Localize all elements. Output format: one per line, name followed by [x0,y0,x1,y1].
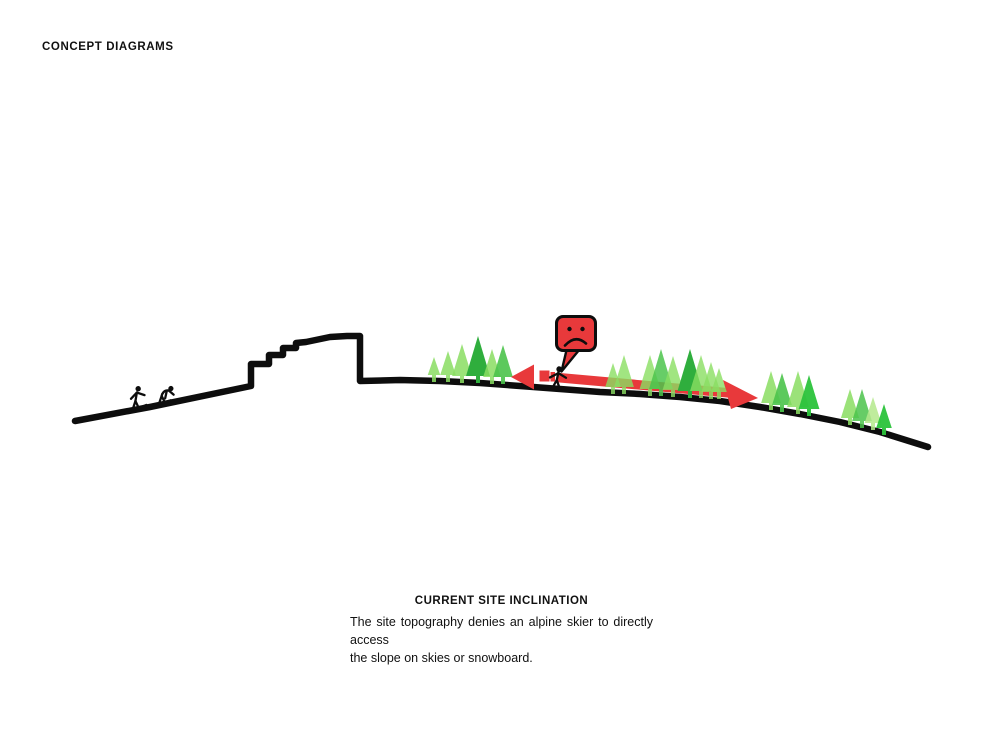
tree-trunk [460,375,464,383]
caption-block: CURRENT SITE INCLINATION The site topogr… [350,595,653,667]
tree [440,351,456,382]
tree-crown [864,397,882,423]
tree-trunk [446,374,450,382]
tree-crown [798,375,820,409]
tree-trunk [671,389,675,397]
sad-face-eye [567,326,572,332]
tree-crown [440,351,456,375]
tree-trunk [490,376,494,384]
sad-face-frown [563,337,588,347]
slope-arrow-head-right [723,380,758,409]
tree-trunk [769,402,773,410]
tree-trunk [860,420,864,428]
arrow-dash [539,370,550,382]
tree [466,336,490,383]
tree-trunk [871,422,875,430]
tree-crown [662,356,684,390]
tree-crown [493,345,513,377]
tree [798,375,820,416]
tree-trunk [807,408,811,416]
tree-crown [852,389,872,421]
tree-crown [466,336,490,376]
tree-trunk [780,404,784,412]
tree [711,368,727,399]
tree-trunk [882,427,886,435]
tree-crown [427,357,441,375]
tree-trunk [611,386,615,394]
tree-trunk [432,374,436,382]
tree [852,389,872,428]
tree [493,345,513,384]
tree-trunk [699,390,703,398]
tree-trunk [648,388,652,396]
tree [427,357,441,382]
tree-trunk [622,386,626,394]
trees-layer [427,336,892,435]
tree [614,355,634,394]
sad-face-eye [580,326,585,332]
tree-trunk [848,417,852,425]
tree [662,356,684,397]
tree-crown [711,368,727,392]
caption-title: CURRENT SITE INCLINATION [414,595,589,607]
page-title: CONCEPT DIAGRAMS [42,41,174,53]
caption-text-line2: the slope on skies or snowboard. [350,651,533,666]
tree-crown [452,344,472,376]
tree-crown [876,404,892,428]
tree-trunk [659,388,663,396]
tree-trunk [501,376,505,384]
tree-trunk [717,391,721,399]
tree-trunk [796,406,800,414]
tree-crown [840,389,860,418]
tree-trunk [688,390,692,398]
tree-trunk [476,375,480,383]
tree [772,373,792,412]
tree [864,397,882,430]
slope-arrow-head-left [511,364,534,390]
tree-trunk [709,391,713,399]
tree [840,389,860,425]
tree-crown [772,373,792,405]
speech-bubble-body [555,315,597,352]
tree-crown [614,355,634,387]
speech-bubble-layer [555,315,597,373]
tree [452,344,472,383]
caption-text-line1: The site topography denies an alpine ski… [350,615,653,648]
tree [876,404,892,435]
